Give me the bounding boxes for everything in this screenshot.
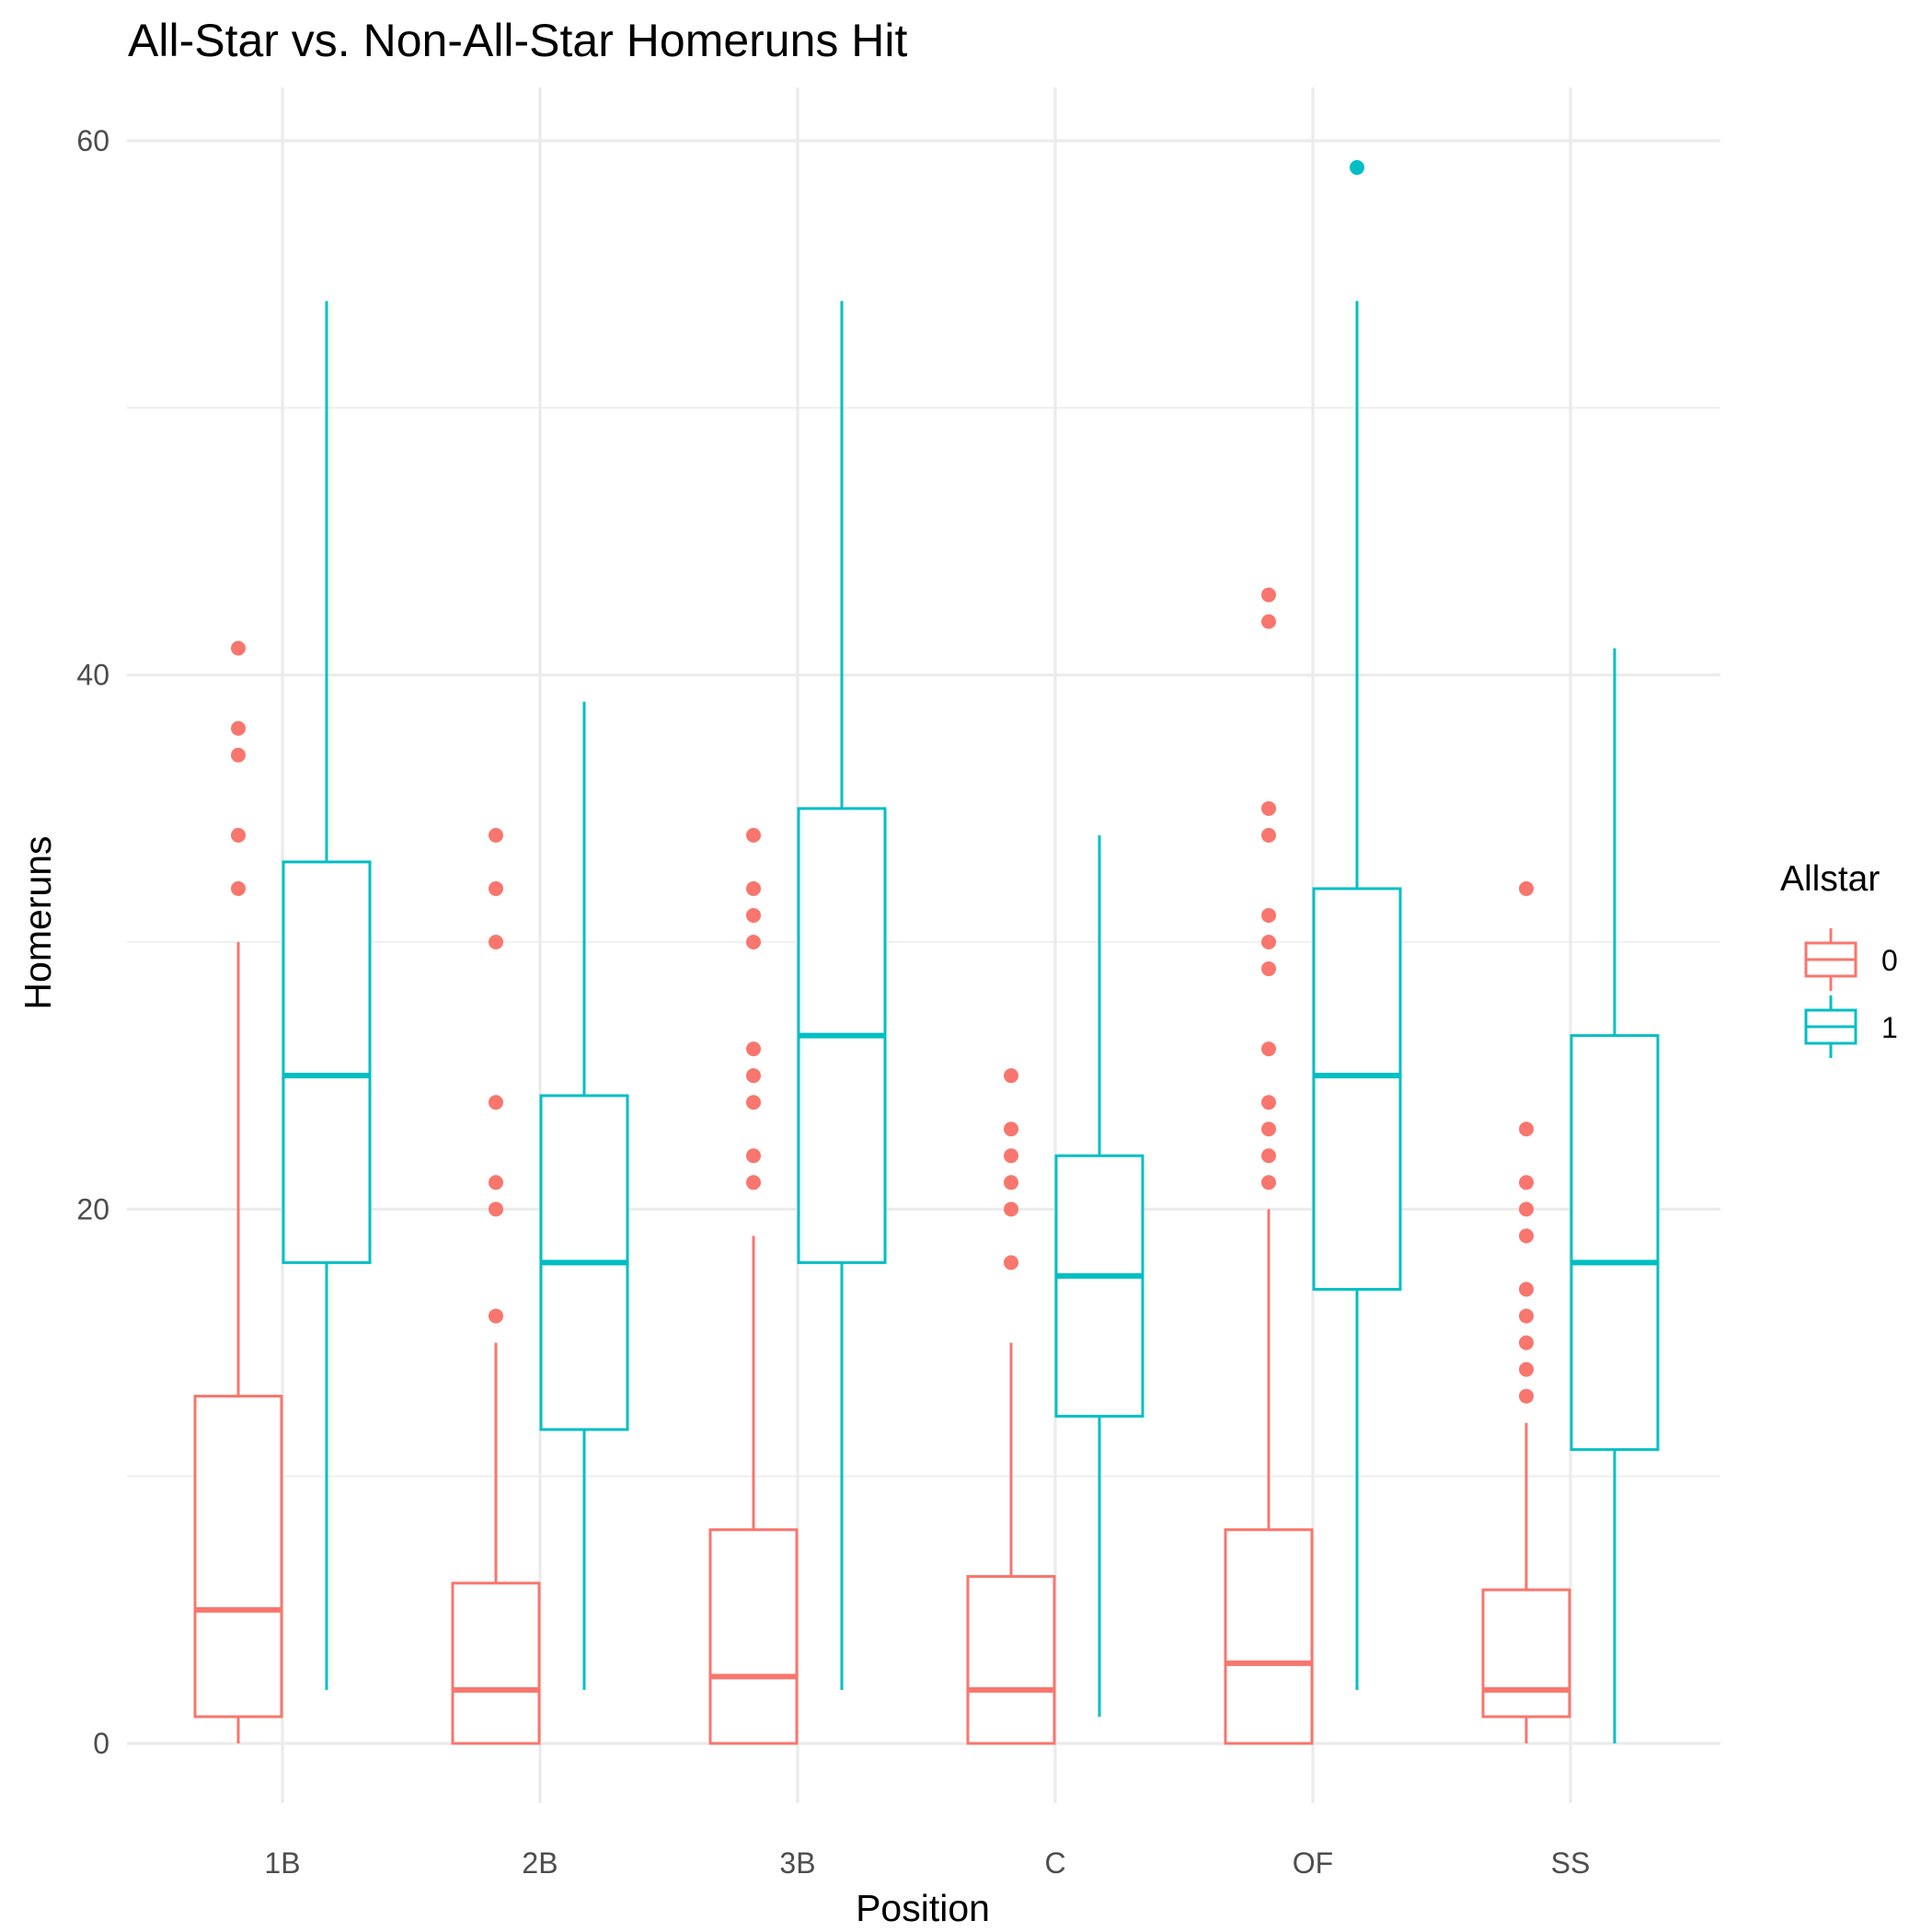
outlier-point bbox=[489, 935, 503, 949]
outlier-point bbox=[1519, 1175, 1534, 1190]
box-0-2B bbox=[451, 827, 541, 1745]
x-tick-label: 3B bbox=[779, 1846, 815, 1880]
legend-label: 1 bbox=[1881, 1011, 1898, 1044]
legend-key-0 bbox=[1804, 928, 1857, 991]
outlier-point bbox=[1261, 1175, 1276, 1190]
outlier-point bbox=[489, 1202, 503, 1217]
y-tick-label: 40 bbox=[76, 659, 109, 692]
outlier-point bbox=[1261, 827, 1276, 843]
outlier-point bbox=[1519, 1121, 1534, 1137]
box-body bbox=[1224, 1528, 1314, 1745]
y-tick-label: 0 bbox=[93, 1727, 109, 1760]
outlier-point bbox=[1519, 1362, 1534, 1377]
box-1-1B bbox=[282, 301, 372, 1690]
outlier-point bbox=[1261, 587, 1276, 603]
outlier-point bbox=[746, 935, 761, 949]
x-tick-label: 2B bbox=[522, 1846, 558, 1880]
box-body bbox=[1054, 1154, 1144, 1418]
legend: Allstar 0 1 bbox=[1780, 859, 1898, 1058]
y-tick-label: 60 bbox=[76, 124, 109, 157]
outlier-point bbox=[746, 907, 761, 923]
box-plots bbox=[193, 160, 1660, 1745]
outlier-point bbox=[1004, 1202, 1018, 1217]
outlier-point bbox=[1261, 1148, 1276, 1164]
box-0-C bbox=[966, 1068, 1056, 1745]
outlier-point bbox=[1519, 1335, 1534, 1351]
outlier-point bbox=[1004, 1068, 1018, 1084]
outlier-point bbox=[231, 827, 246, 843]
outlier-point bbox=[1519, 1228, 1534, 1244]
outlier-point bbox=[1004, 1121, 1018, 1137]
box-body bbox=[1570, 1034, 1660, 1452]
box-body bbox=[1481, 1588, 1571, 1719]
outlier-point bbox=[746, 1041, 761, 1057]
outlier-point bbox=[746, 1175, 761, 1190]
outlier-point bbox=[746, 1068, 761, 1084]
outlier-point bbox=[1519, 880, 1534, 896]
outlier-point bbox=[1519, 1202, 1534, 1217]
outlier-point bbox=[489, 880, 503, 896]
y-tick-label: 20 bbox=[76, 1192, 109, 1225]
outlier-point bbox=[1261, 961, 1276, 977]
outlier-point bbox=[1261, 907, 1276, 923]
outlier-point bbox=[746, 1148, 761, 1164]
outlier-point bbox=[746, 880, 761, 896]
box-1-OF bbox=[1312, 160, 1402, 1690]
x-tick-label: SS bbox=[1551, 1846, 1591, 1880]
legend-title: Allstar bbox=[1780, 859, 1880, 899]
outlier-point bbox=[746, 1095, 761, 1110]
chart-title: All-Star vs. Non-All-Star Homeruns Hit bbox=[128, 15, 908, 66]
y-axis-title: Homeruns bbox=[17, 835, 59, 1009]
x-tick-label: C bbox=[1044, 1846, 1065, 1880]
box-body bbox=[966, 1575, 1056, 1745]
box-1-SS bbox=[1570, 648, 1660, 1743]
outlier-point bbox=[1261, 1121, 1276, 1137]
legend-label: 0 bbox=[1881, 944, 1898, 977]
outlier-point bbox=[231, 880, 246, 896]
box-1-C bbox=[1054, 834, 1144, 1717]
box-1-3B bbox=[797, 301, 887, 1690]
outlier-point bbox=[1519, 1308, 1534, 1324]
legend-key-1 bbox=[1804, 995, 1857, 1058]
outlier-point bbox=[1350, 160, 1364, 176]
x-axis-title: Position bbox=[856, 1887, 990, 1929]
box-1-2B bbox=[539, 701, 629, 1690]
outlier-point bbox=[1261, 1041, 1276, 1057]
outlier-point bbox=[489, 1175, 503, 1190]
outlier-point bbox=[1519, 1388, 1534, 1404]
outlier-point bbox=[1519, 1282, 1534, 1297]
outlier-point bbox=[489, 1095, 503, 1110]
box-body bbox=[708, 1528, 799, 1745]
outlier-point bbox=[489, 1308, 503, 1324]
box-0-SS bbox=[1481, 880, 1571, 1743]
box-body bbox=[193, 1395, 283, 1719]
outlier-point bbox=[746, 827, 761, 843]
box-body bbox=[1312, 887, 1402, 1291]
box-0-1B bbox=[193, 640, 283, 1743]
outlier-point bbox=[1004, 1148, 1018, 1164]
x-tick-label: 1B bbox=[264, 1846, 300, 1880]
axes: 0 20 40 60 1B 2B 3B C OF SS bbox=[76, 124, 1590, 1880]
box-body bbox=[282, 860, 372, 1264]
outlier-point bbox=[1261, 935, 1276, 949]
grid bbox=[127, 87, 1720, 1803]
outlier-point bbox=[489, 827, 503, 843]
x-tick-label: OF bbox=[1293, 1846, 1333, 1880]
box-body bbox=[451, 1581, 541, 1745]
outlier-point bbox=[1004, 1175, 1018, 1190]
outlier-point bbox=[1261, 800, 1276, 816]
outlier-point bbox=[1261, 614, 1276, 629]
outlier-point bbox=[1261, 1095, 1276, 1110]
outlier-point bbox=[231, 747, 246, 763]
box-0-OF bbox=[1224, 587, 1314, 1745]
box-0-3B bbox=[708, 827, 799, 1745]
outlier-point bbox=[231, 720, 246, 736]
outlier-point bbox=[1004, 1255, 1018, 1271]
outlier-point bbox=[231, 640, 246, 656]
